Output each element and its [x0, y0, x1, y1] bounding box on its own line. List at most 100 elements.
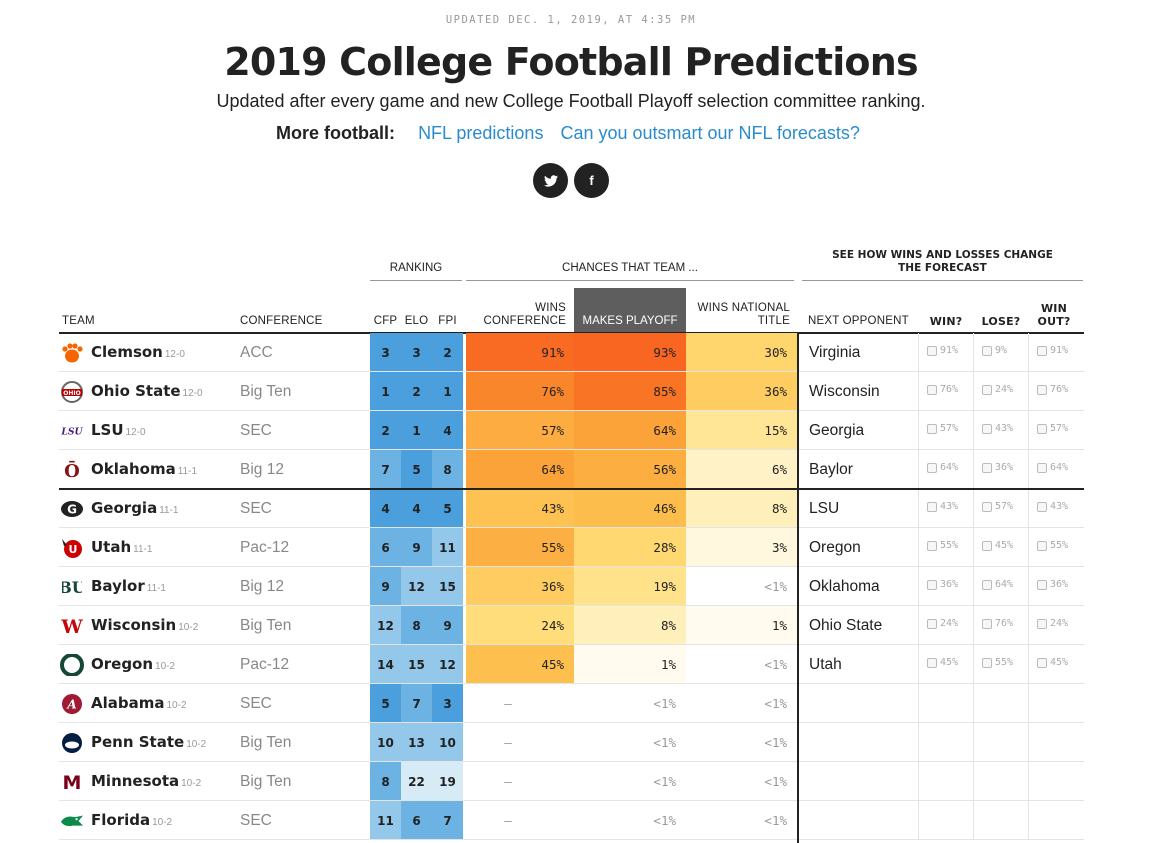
win-out-pct: 36% [1050, 579, 1069, 590]
col-lose: LOSE? [981, 315, 1021, 328]
team-record: 10-2 [178, 622, 199, 633]
team-name[interactable]: Penn State 10-2 [91, 733, 206, 751]
team-record: 11-1 [133, 544, 153, 555]
win-checkbox[interactable]: 45% [927, 657, 958, 668]
team-name[interactable]: Wisconsin 10-2 [91, 616, 198, 634]
win-out-checkbox[interactable]: 36% [1037, 579, 1068, 590]
checkbox-icon [1037, 579, 1047, 590]
team-name[interactable]: Ohio State 12-0 [91, 382, 203, 400]
team-conference: Big 12 [240, 461, 284, 478]
twitter-icon[interactable] [533, 163, 568, 198]
col-separator [918, 372, 919, 411]
wins-conference-pct: 64% [466, 450, 574, 489]
col-separator [973, 528, 974, 567]
win-checkbox[interactable]: 76% [927, 384, 958, 395]
win-out-checkbox[interactable]: 24% [1037, 618, 1068, 629]
wins-title-pct: <1% [764, 774, 787, 789]
win-checkbox[interactable]: 57% [927, 423, 958, 434]
team-name[interactable]: Florida 10-2 [91, 811, 172, 829]
elo-rank: 8 [401, 606, 432, 645]
nfl-quiz-link[interactable]: Can you outsmart our NFL forecasts? [560, 123, 860, 143]
georgia-logo-icon: G [60, 498, 84, 520]
win-checkbox[interactable]: 55% [927, 540, 958, 551]
table-row-ohio-state: OHIO Ohio State 12-0 Big Ten 1 2 1 76% 85… [0, 372, 1150, 411]
elo-rank: 4 [401, 489, 432, 528]
col-separator [973, 723, 974, 762]
wins-title-pct: 3% [686, 528, 797, 567]
team-record: 11-1 [146, 583, 166, 594]
win-out-checkbox[interactable]: 91% [1037, 345, 1068, 356]
team-name[interactable]: Clemson 12-0 [91, 343, 185, 361]
lose-checkbox[interactable]: 64% [982, 579, 1013, 590]
checkbox-icon [982, 540, 992, 551]
win-checkbox[interactable]: 24% [927, 618, 958, 629]
svg-text:W: W [60, 616, 83, 637]
lose-checkbox[interactable]: 24% [982, 384, 1013, 395]
team-name[interactable]: Georgia 11-1 [91, 499, 178, 517]
team-record: 10-2 [186, 739, 207, 750]
win-checkbox[interactable]: 91% [927, 345, 958, 356]
team-name[interactable]: Minnesota 10-2 [91, 772, 201, 790]
checkbox-icon [982, 384, 992, 395]
wins-title-pct: 8% [686, 489, 797, 528]
team-name[interactable]: LSU 12-0 [91, 421, 146, 439]
table-row-oregon: Oregon 10-2 Pac-12 14 15 12 45% 1% <1% Ut… [0, 645, 1150, 684]
team-name[interactable]: Oklahoma 11-1 [91, 460, 197, 478]
oklahoma-logo-icon: Ō [60, 459, 84, 481]
win-checkbox[interactable]: 64% [927, 462, 958, 473]
team-conference: Big 12 [240, 578, 284, 595]
win-out-checkbox[interactable]: 76% [1037, 384, 1068, 395]
lose-pct: 45% [995, 540, 1014, 551]
win-pct: 76% [940, 384, 959, 395]
nfl-predictions-link[interactable]: NFL predictions [418, 123, 544, 143]
wins-title-pct: <1% [764, 579, 787, 594]
checkbox-icon [927, 618, 937, 629]
col-next-opponent: NEXT OPPONENT [808, 315, 909, 327]
more-football-bar: More football: NFL predictions Can you o… [0, 123, 1142, 144]
win-out-checkbox[interactable]: 45% [1037, 657, 1068, 668]
checkbox-icon [927, 657, 937, 668]
win-out-pct: 64% [1050, 462, 1069, 473]
win-out-checkbox[interactable]: 57% [1037, 423, 1068, 434]
facebook-icon[interactable]: f [574, 163, 609, 198]
win-checkbox[interactable]: 36% [927, 579, 958, 590]
cfp-rank: 3 [370, 333, 401, 372]
team-name[interactable]: Oregon 10-2 [91, 655, 175, 673]
wins-conference-pct: 45% [466, 645, 574, 684]
svg-text:Ō: Ō [64, 459, 80, 481]
makes-playoff-pct: 93% [574, 333, 686, 372]
col-separator [1028, 450, 1029, 489]
lose-checkbox[interactable]: 76% [982, 618, 1013, 629]
lose-checkbox[interactable]: 9% [982, 345, 1007, 356]
team-record: 10-2 [166, 700, 187, 711]
fpi-rank: 1 [432, 372, 463, 411]
lose-checkbox[interactable]: 55% [982, 657, 1013, 668]
win-out-checkbox[interactable]: 43% [1037, 501, 1068, 512]
row-rule [59, 605, 1084, 606]
cfp-rank: 9 [370, 567, 401, 606]
lose-checkbox[interactable]: 36% [982, 462, 1013, 473]
team-conference: Big Ten [240, 734, 292, 751]
next-opponent: LSU [809, 500, 840, 517]
makes-playoff-pct: 64% [574, 411, 686, 450]
lose-checkbox[interactable]: 43% [982, 423, 1013, 434]
clemson-logo-icon [60, 342, 84, 364]
wins-conference-pct: — [504, 774, 512, 789]
team-name-text: Baylor [91, 577, 145, 595]
team-name[interactable]: Alabama 10-2 [91, 694, 187, 712]
col-elo: ELO [404, 315, 429, 327]
win-out-pct: 76% [1050, 384, 1069, 395]
team-name[interactable]: Baylor 11-1 [91, 577, 166, 595]
win-out-checkbox[interactable]: 55% [1037, 540, 1068, 551]
win-pct: 36% [940, 579, 959, 590]
col-separator [918, 684, 919, 723]
lose-checkbox[interactable]: 45% [982, 540, 1013, 551]
win-checkbox[interactable]: 43% [927, 501, 958, 512]
col-win: WIN? [929, 315, 963, 328]
win-out-checkbox[interactable]: 64% [1037, 462, 1068, 473]
elo-rank: 7 [401, 684, 432, 723]
team-name[interactable]: Utah 11-1 [91, 538, 152, 556]
wins-conference-pct: — [504, 813, 512, 828]
svg-text:OHIO: OHIO [63, 390, 80, 397]
lose-checkbox[interactable]: 57% [982, 501, 1013, 512]
